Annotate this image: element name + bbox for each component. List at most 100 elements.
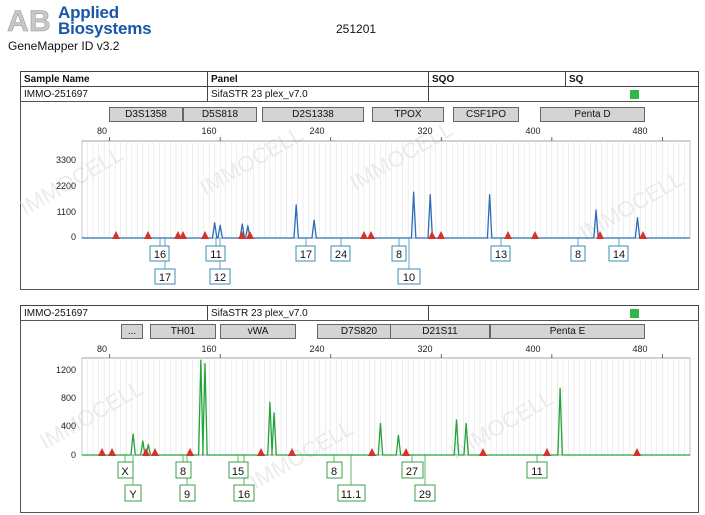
size-standard-marker: [144, 231, 152, 239]
allele-call-box[interactable]: 16: [233, 484, 255, 502]
marker-d3s1358[interactable]: D3S1358: [109, 107, 183, 122]
size-standard-marker: [596, 231, 604, 239]
size-standard-marker: [142, 448, 150, 456]
allele-call-box[interactable]: 29: [414, 484, 436, 502]
y-axis-ticks: 3300 2200 1100 0: [56, 155, 76, 242]
allele-call-box[interactable]: 8: [175, 461, 192, 479]
applied-biosystems-logo-icon: A B: [7, 5, 51, 37]
header-sqo: SQO: [429, 72, 566, 86]
x-tick-label: 80: [97, 344, 107, 354]
allele-call-box[interactable]: 11: [526, 461, 548, 479]
x-axis-ticks: 80 160 240 320 400 480: [97, 126, 648, 136]
allele-call-box[interactable]: 9: [179, 484, 196, 502]
sample-name-cell: IMMO-251697: [21, 87, 208, 102]
marker-d5s818[interactable]: D5S818: [183, 107, 257, 122]
peak-point: [214, 222, 216, 224]
watermark-text: IMMOCELL: [35, 375, 147, 454]
allele-calls: X 8 15 8 27 11 Y 9 16 11.1 29: [117, 461, 548, 502]
electropherogram-blue[interactable]: IMMOCELL IMMOCELL IMMOCELL IMMOCELL 80 1…: [20, 101, 697, 288]
peak-point: [455, 419, 458, 421]
allele-call-box[interactable]: 12: [209, 268, 231, 285]
table-header-row: Sample Name Panel SQO SQ: [21, 72, 698, 87]
allele-call-box[interactable]: 13: [490, 245, 511, 262]
peak-point: [247, 225, 249, 227]
allele-call-box[interactable]: 17: [295, 245, 316, 262]
peak-point: [595, 209, 597, 211]
y-tick-label: 2200: [56, 181, 76, 191]
watermark-layer: IMMOCELL IMMOCELL IMMOCELL: [35, 375, 557, 494]
peak-point: [147, 443, 149, 446]
marker-penta-e[interactable]: Penta E: [490, 324, 645, 339]
allele-call-box[interactable]: 8: [570, 245, 586, 262]
marker-penta-d[interactable]: Penta D: [540, 107, 645, 122]
svg-text:B: B: [29, 5, 51, 37]
size-standard-marker: [288, 448, 296, 456]
blue-dye-panel: D3S1358 D5S818 D2S1338 TPOX CSF1PO Penta…: [20, 101, 699, 290]
allele-call-box[interactable]: 16: [149, 245, 170, 262]
peak-point: [429, 194, 431, 196]
peak-point: [413, 191, 415, 193]
x-tick-label: 240: [309, 126, 324, 136]
allele-call-box[interactable]: 17: [154, 268, 176, 285]
allele-label: X: [121, 466, 129, 478]
size-standard-marker: [179, 231, 187, 239]
peak-point: [273, 412, 275, 414]
watermark-text: IMMOCELL: [575, 166, 687, 245]
svg-text:A: A: [7, 5, 29, 37]
allele-call-box[interactable]: 27: [401, 461, 424, 479]
allele-call-box[interactable]: 8: [326, 461, 343, 479]
marker-d21s11[interactable]: D21S11: [390, 324, 490, 339]
size-standard-marker: [639, 231, 647, 239]
allele-call-box[interactable]: 11: [205, 245, 226, 262]
marker-tpox[interactable]: TPOX: [372, 107, 444, 122]
size-standard-marker: [186, 448, 194, 456]
size-standard-marker: [360, 231, 368, 239]
marker-d2s1338[interactable]: D2S1338: [262, 107, 364, 122]
peak-point: [636, 216, 639, 219]
y-tick-label: 0: [71, 450, 76, 460]
peak-point: [397, 434, 400, 436]
allele-label: 13: [495, 249, 507, 261]
peak-point: [379, 422, 382, 424]
allele-call-box[interactable]: 24: [330, 245, 351, 262]
allele-label: 10: [403, 272, 415, 284]
peak-point: [269, 401, 271, 403]
marker-vwa[interactable]: vWA: [220, 324, 296, 339]
table-data-row[interactable]: IMMO-251697 SifaSTR 23 plex_v7.0: [21, 306, 698, 321]
brand-name-line1: Applied: [58, 3, 119, 22]
peak-point: [200, 359, 202, 361]
marker-th01[interactable]: TH01: [150, 324, 216, 339]
x-tick-label: 400: [525, 126, 540, 136]
allele-call-box[interactable]: Y: [124, 484, 142, 502]
allele-label: 16: [154, 249, 166, 261]
size-standard-marker: [201, 231, 209, 239]
peak-point: [241, 223, 243, 225]
size-standard-marker: [112, 231, 120, 239]
allele-call-box[interactable]: 15: [228, 461, 249, 479]
y-tick-label: 3300: [56, 155, 76, 165]
allele-label: 8: [396, 249, 402, 261]
run-id: 251201: [336, 22, 377, 36]
electropherogram-green[interactable]: IMMOCELL IMMOCELL IMMOCELL 80 160 240 32…: [20, 320, 697, 511]
marker-csf1po[interactable]: CSF1PO: [453, 107, 519, 122]
size-standard-marker: [633, 448, 641, 456]
allele-call-box[interactable]: 8: [391, 245, 407, 262]
x-tick-label: 320: [417, 126, 432, 136]
allele-call-box[interactable]: 10: [397, 268, 421, 285]
table-data-row[interactable]: IMMO-251697 SifaSTR 23 plex_v7.0: [21, 87, 698, 102]
allele-call-box[interactable]: 11.1: [337, 484, 366, 502]
allele-label: 24: [335, 249, 347, 261]
marker-overflow-button[interactable]: ...: [121, 324, 143, 339]
panel-name-cell: SifaSTR 23 plex_v7.0: [208, 306, 429, 321]
allele-call-box[interactable]: 14: [608, 245, 629, 262]
peak-point: [465, 422, 467, 424]
peak-point: [313, 219, 315, 221]
x-tick-label: 400: [525, 344, 540, 354]
allele-call-box[interactable]: X: [117, 461, 134, 479]
sample-info-table: IMMO-251697 SifaSTR 23 plex_v7.0: [20, 305, 699, 322]
size-standard-marker: [368, 448, 376, 456]
size-standard-marker: [367, 231, 375, 239]
allele-label: 12: [214, 272, 226, 284]
x-tick-label: 160: [201, 344, 216, 354]
software-version: GeneMapper ID v3.2: [8, 39, 120, 53]
